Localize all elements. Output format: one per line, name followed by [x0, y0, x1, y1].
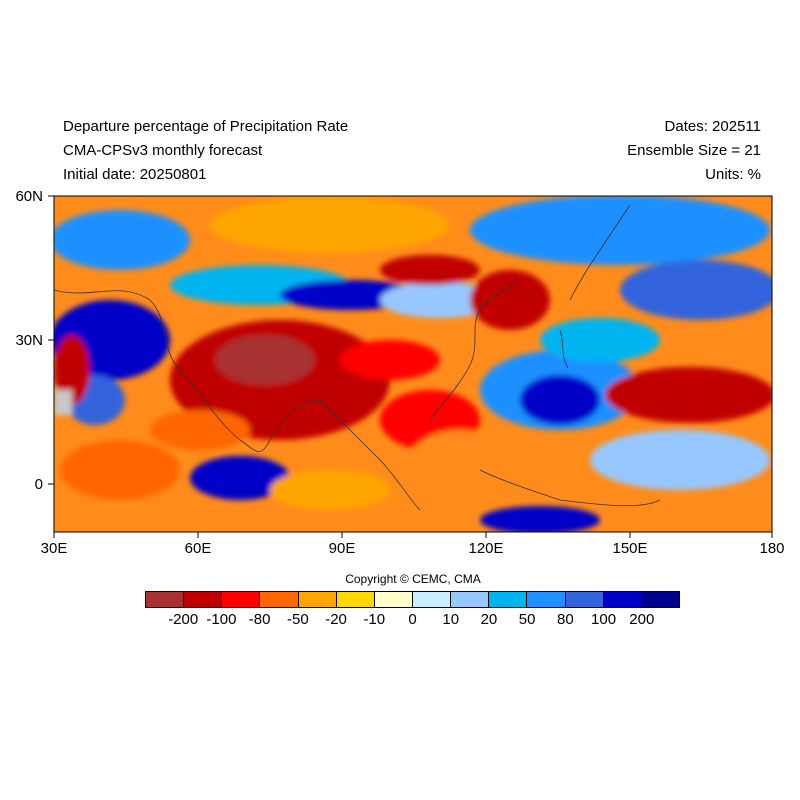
legend-label: 20: [480, 611, 498, 628]
legend-label: 0: [408, 611, 417, 628]
legend-label: -50: [287, 611, 309, 628]
precipitation-map: [48, 195, 773, 538]
legend-label: 10: [442, 611, 460, 628]
lat-label: 0: [34, 476, 43, 493]
legend-label: -80: [248, 611, 271, 628]
units-label: Units: %: [705, 166, 761, 183]
legend-label: -10: [363, 611, 386, 628]
lon-label: 120E: [468, 540, 504, 557]
region-philippine-sea-wet: [520, 375, 600, 425]
legend-label: 200: [629, 611, 655, 628]
region-indian-ocean-wet: [190, 456, 290, 500]
legend-label: -200: [168, 611, 199, 628]
region-mongolia-dry: [380, 255, 480, 285]
region-tibet-dry: [215, 335, 315, 385]
legend-colorbar: [145, 591, 680, 608]
legend-label: 100: [591, 611, 617, 628]
lon-label: 30E: [40, 540, 68, 557]
legend-swatch: [489, 592, 528, 607]
legend-swatch: [451, 592, 490, 607]
legend-swatch: [374, 592, 413, 607]
legend-label: 80: [557, 611, 574, 628]
legend-label: 50: [518, 611, 536, 628]
legend-swatch: [222, 592, 261, 607]
coastlines: [54, 204, 661, 511]
ensemble-size: Ensemble Size = 21: [627, 142, 761, 159]
initial-date: Initial date: 20250801: [63, 166, 207, 183]
legend-swatch: [603, 592, 642, 607]
map-frame: [53, 195, 773, 533]
legend-swatch: [260, 592, 299, 607]
region-europe-wet: [54, 210, 190, 270]
legend-swatch: [184, 592, 223, 607]
lon-label: 180: [759, 540, 785, 557]
legend-swatch: [336, 592, 375, 607]
legend-swatch: [565, 592, 604, 607]
lon-label: 60E: [184, 540, 212, 557]
lat-label: 30N: [15, 332, 43, 349]
legend-label: -20: [325, 611, 347, 628]
map-title: Departure percentage of Precipitation Ra…: [63, 118, 349, 135]
lon-label: 90E: [328, 540, 356, 557]
legend-swatch: [641, 592, 679, 607]
region-siberia-wet: [470, 196, 770, 265]
legend-swatch: [527, 592, 566, 607]
copyright-text: Copyright © CEMC, CMA: [345, 572, 481, 586]
map-field: [54, 196, 772, 532]
region-west-pacific-dry: [605, 367, 772, 423]
legend-swatch: [146, 592, 185, 607]
forecast-dates: Dates: 202511: [664, 118, 761, 135]
axis-ticks: [48, 195, 773, 538]
legend-swatch: [298, 592, 337, 607]
map-subtitle: CMA-CPSv3 monthly forecast: [63, 142, 263, 159]
lat-label: 60N: [15, 188, 43, 205]
legend-label: -100: [206, 611, 237, 628]
legend-swatch: [412, 592, 452, 607]
lon-label: 150E: [612, 540, 648, 557]
